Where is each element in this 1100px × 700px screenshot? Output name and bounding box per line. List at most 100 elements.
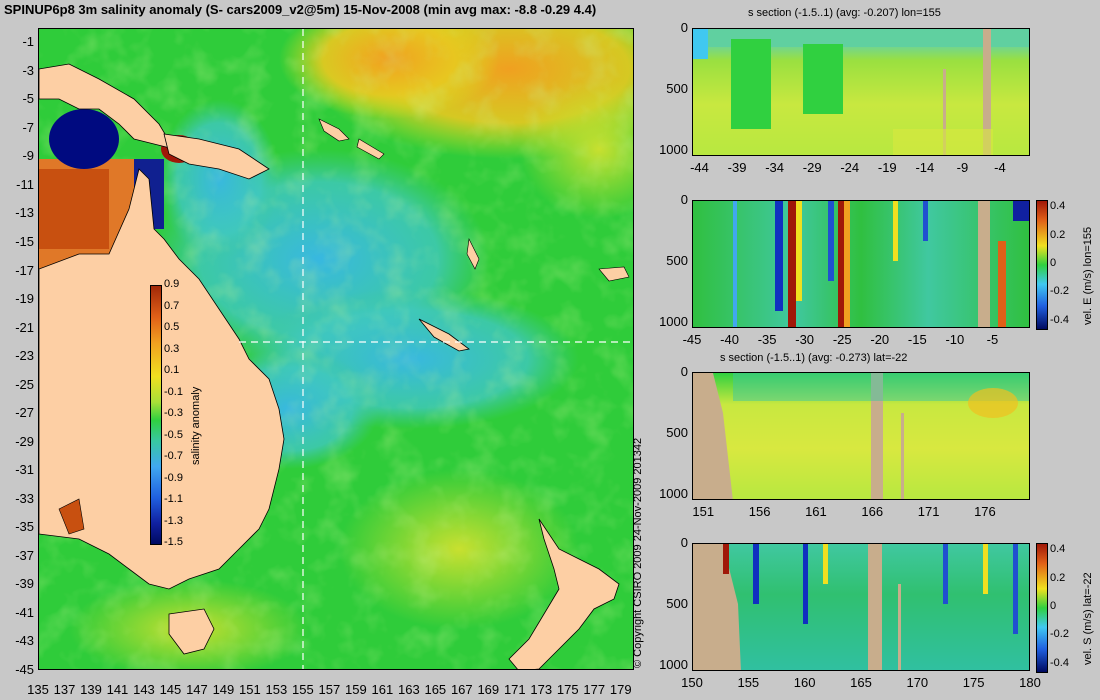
vel-colorbar-tick: -0.2 — [1050, 628, 1069, 641]
map-x-tick: 159 — [345, 682, 367, 697]
map-x-tick: 161 — [371, 682, 394, 697]
map-x-tick: 145 — [159, 682, 182, 697]
vel-colorbar-tick: 0.2 — [1050, 571, 1066, 584]
section-x-tick: -20 — [870, 332, 890, 347]
section-x-tick: -30 — [795, 332, 815, 347]
map-svg — [39, 29, 633, 669]
section-x-tick: -19 — [877, 160, 897, 175]
section-x-tick: 176 — [974, 504, 996, 519]
map-y-tick: -15 — [15, 234, 34, 249]
map-x-tick: 147 — [186, 682, 208, 697]
section-x-tick: -45 — [682, 332, 702, 347]
map-x-tick: 155 — [292, 682, 314, 697]
map-x-tick: 171 — [503, 682, 526, 697]
section-x-tick: -24 — [840, 160, 860, 175]
map-y-tick: -29 — [15, 433, 34, 449]
section3-panel — [692, 372, 1030, 500]
map-x-tick: 165 — [424, 682, 447, 697]
map-x-tick: 169 — [477, 682, 500, 697]
map-x-tick: 163 — [397, 682, 420, 697]
section-x-tick: -29 — [802, 160, 822, 175]
section-x-tick: -34 — [765, 160, 784, 175]
section-y-tick: 0 — [680, 20, 688, 35]
section-x-tick: -40 — [720, 332, 739, 347]
map-y-tick: -13 — [15, 205, 34, 221]
section-y-tick: 1000 — [659, 141, 688, 157]
vel-s-colorbar-label: vel. S (m/s) lat=-22 — [1082, 572, 1094, 665]
section-x-tick: 155 — [737, 675, 760, 690]
map-y-tick: -39 — [15, 576, 34, 592]
map-x-tick: 177 — [583, 682, 606, 697]
salinity-colorbar-tick: 0.7 — [164, 299, 180, 312]
copyright: © Copyright CSIRO 2009 24-Nov-2009 20134… — [632, 437, 644, 668]
section-x-tick: -25 — [832, 332, 852, 347]
salinity-colorbar-tick: 0.1 — [164, 364, 180, 376]
section-y-tick: 500 — [666, 424, 688, 440]
map-y-tick: -37 — [15, 547, 34, 563]
section-x-tick: 151 — [692, 504, 715, 519]
map-y-tick: -25 — [15, 376, 34, 392]
map-x-tick: 157 — [318, 682, 341, 697]
section-x-tick: -35 — [757, 332, 777, 347]
section1-panel — [692, 28, 1030, 156]
map-y-tick: -41 — [15, 604, 34, 620]
salinity-colorbar-tick: -0.5 — [164, 428, 183, 441]
section-x-tick: 160 — [793, 675, 816, 690]
map-x-tick: 167 — [450, 682, 473, 697]
section-x-tick: 166 — [861, 504, 884, 519]
salinity-colorbar-tick: -0.9 — [164, 471, 183, 484]
salinity-colorbar-tick: -1.5 — [164, 536, 183, 548]
map-x-tick: 139 — [80, 682, 102, 697]
section-x-tick: 161 — [805, 504, 827, 519]
salinity-colorbar-tick: -0.7 — [164, 450, 183, 462]
section-x-tick: 150 — [681, 675, 703, 690]
main-title: SPINUP6p8 3m salinity anomaly (S- cars20… — [4, 2, 597, 17]
vel-colorbar-tick: 0.4 — [1050, 543, 1066, 556]
section-y-tick: 500 — [666, 595, 688, 611]
map-x-tick: 175 — [556, 682, 579, 697]
map-x-tick: 179 — [609, 682, 632, 697]
section-y-tick: 0 — [680, 364, 688, 379]
vel-colorbar-tick: -0.2 — [1050, 285, 1069, 298]
section-y-tick: 0 — [680, 192, 688, 207]
vel-colorbar-tick: 0 — [1050, 257, 1057, 269]
section-y-tick: 500 — [666, 252, 688, 268]
map-y-tick: -31 — [15, 462, 34, 478]
section-x-tick: -5 — [986, 332, 999, 347]
section-x-tick: -10 — [945, 332, 965, 347]
map-panel — [38, 28, 634, 670]
salinity-colorbar-tick: -0.1 — [164, 385, 183, 398]
section3-title: s section (-1.5..1) (avg: -0.273) lat=-2… — [720, 352, 908, 364]
vel-colorbar-tick: -0.4 — [1050, 656, 1069, 669]
section-y-tick: 500 — [666, 80, 688, 96]
map-y-tick: -35 — [15, 519, 34, 535]
section-y-tick: 1000 — [659, 656, 688, 672]
map-y-tick: -17 — [15, 262, 34, 278]
vel-colorbar-tick: 0.4 — [1050, 200, 1066, 213]
section-x-tick: -15 — [907, 332, 927, 347]
vel-e-colorbar — [1036, 200, 1048, 330]
map-y-tick: -43 — [15, 633, 34, 649]
section-x-tick: -44 — [690, 160, 709, 175]
section-y-tick: 1000 — [659, 485, 688, 501]
map-y-tick: -11 — [16, 176, 34, 192]
salinity-colorbar — [150, 285, 162, 545]
map-x-tick: 149 — [212, 682, 235, 697]
vel-colorbar-tick: -0.4 — [1050, 313, 1069, 326]
map-y-tick: -3 — [22, 62, 34, 78]
section-x-tick: 156 — [748, 504, 771, 519]
map-y-tick: -9 — [22, 148, 34, 164]
map-x-tick: 153 — [265, 682, 288, 697]
vel-colorbar-tick: 0.2 — [1050, 228, 1066, 241]
section-y-tick: 1000 — [659, 313, 688, 329]
section-x-tick: 170 — [906, 675, 929, 690]
salinity-colorbar-tick: 0.9 — [164, 278, 180, 290]
map-y-tick: -27 — [15, 405, 34, 421]
map-x-tick: 135 — [27, 682, 49, 697]
map-y-tick: -5 — [22, 91, 34, 107]
section-y-tick: 0 — [680, 535, 688, 550]
salinity-colorbar-tick: 0.5 — [164, 321, 180, 333]
section4-panel — [692, 543, 1030, 671]
salinity-colorbar-tick: -1.1 — [164, 493, 183, 505]
section-x-tick: -14 — [915, 160, 935, 175]
